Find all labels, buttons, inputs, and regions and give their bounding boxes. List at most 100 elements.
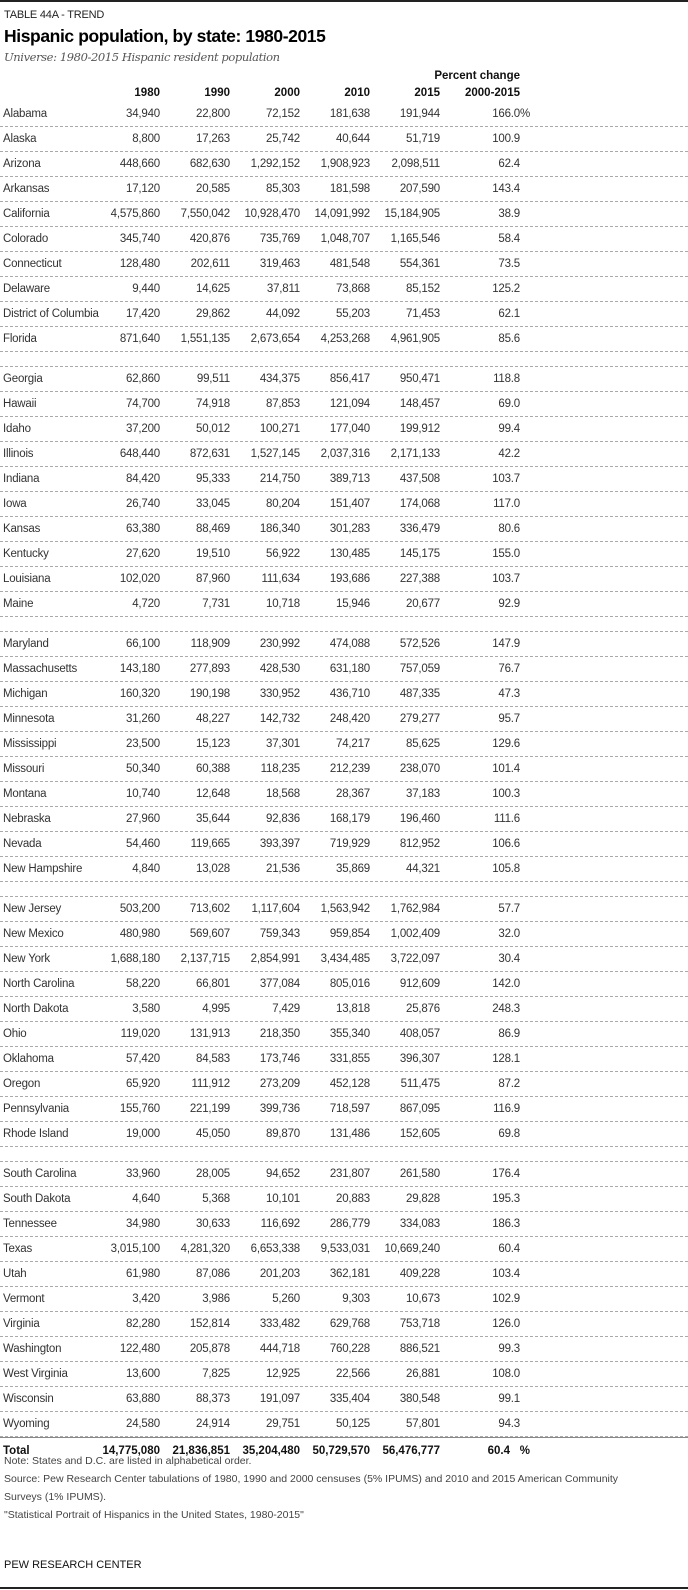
percent-change: 30.4 [498,953,520,965]
page-title: Hispanic population, by state: 1980-2015 [4,26,326,46]
value-1990: 74,918 [196,398,230,410]
value-2000: 18,568 [266,788,300,800]
state-name: Arkansas [3,183,50,195]
value-1980: 8,800 [132,133,160,145]
value-2015: 152,605 [399,1128,440,1140]
value-1980: 50,340 [126,763,160,775]
value-2010: 4,253,268 [320,333,371,345]
percent-change: 143.4 [492,183,520,195]
value-1990: 2,137,715 [180,953,231,965]
state-name: Indiana [3,473,40,485]
value-2000: 444,718 [259,1343,300,1355]
value-2000: 186,340 [259,523,300,535]
value-2010: 231,807 [329,1168,370,1180]
value-2015: 191,944 [399,108,440,120]
value-1980: 871,640 [119,333,160,345]
value-2010: 959,854 [329,928,370,940]
value-2015: 554,361 [399,258,440,270]
table-row: Utah 61,980 87,086 201,203 362,181 409,228 103… [0,1262,688,1287]
percent-unit: % [519,108,530,120]
state-name: South Carolina [3,1168,77,1180]
value-2000: 89,870 [266,1128,300,1140]
percent-change: 80.6 [498,523,520,535]
value-1990: 221,199 [189,1103,230,1115]
table-row: Oregon 65,920 111,912 273,209 452,128 511,475… [0,1072,688,1097]
value-2010: 131,486 [329,1128,370,1140]
value-2015: 812,952 [399,838,440,850]
value-2015: 174,068 [399,498,440,510]
value-2000: 1,117,604 [251,903,300,915]
state-name: Michigan [3,688,48,700]
value-2015: 196,460 [399,813,440,825]
bottom-rule [0,1587,688,1589]
value-1980: 143,180 [119,663,160,675]
value-2010: 718,597 [329,1103,370,1115]
value-1990: 48,227 [196,713,230,725]
group-spacer [0,352,688,367]
value-1980: 119,020 [120,1028,161,1040]
percent-change: 103.7 [492,573,520,585]
value-2015: 753,718 [399,1318,440,1330]
value-2000: 399,736 [259,1103,300,1115]
value-1990: 88,373 [196,1393,230,1405]
value-1990: 12,648 [196,788,230,800]
table-row: Virginia 82,280 152,814 333,482 629,768 753,7… [0,1312,688,1337]
column-header-percent-period: 2000-2015 [465,87,520,99]
percent-change: 62.4 [498,158,520,170]
percent-change: 69.8 [498,1128,520,1140]
value-2010: 355,340 [329,1028,370,1040]
value-2015: 334,083 [399,1218,440,1230]
value-2010: 452,128 [329,1078,370,1090]
percent-change: 99.3 [498,1343,520,1355]
value-1980: 345,740 [119,233,160,245]
value-1980: 448,660 [119,158,160,170]
state-name: Ohio [3,1028,27,1040]
value-1980: 31,260 [126,713,160,725]
value-1990: 50,012 [196,423,230,435]
table-label: TABLE 44A - TREND [4,9,105,21]
value-1980: 3,580 [132,1003,160,1015]
value-2010: 9,303 [342,1293,370,1305]
percent-change: 32.0 [498,928,520,940]
value-1980: 58,220 [126,978,160,990]
value-2000: 10,928,470 [244,208,300,220]
value-1990: 202,611 [190,258,231,270]
value-2010: 130,485 [329,548,370,560]
value-1980: 3,420 [132,1293,160,1305]
state-name: New York [3,953,50,965]
value-1980: 84,420 [126,473,160,485]
table-row: Maryland 66,100 118,909 230,992 474,088 572,5… [0,632,688,657]
value-2015: 1,002,409 [390,928,441,940]
value-2000: 377,084 [259,978,300,990]
value-2000: 37,301 [266,738,300,750]
percent-change: 108.0 [492,1368,520,1380]
value-2000: 80,204 [266,498,300,510]
value-1980: 160,320 [119,688,160,700]
value-2015: 950,471 [399,373,440,385]
state-name: Georgia [3,373,43,385]
state-name: New Hampshire [3,863,83,875]
value-1980: 4,720 [132,598,160,610]
value-2015: 57,801 [406,1418,440,1430]
value-2000: 118,235 [260,763,301,775]
value-2015: 1,762,984 [390,903,441,915]
group-spacer [0,1147,688,1162]
value-2010: 181,638 [329,108,370,120]
value-2015: 572,526 [399,638,440,650]
value-2015: 51,719 [406,133,440,145]
value-2015: 25,876 [406,1003,440,1015]
value-1990: 4,281,320 [180,1243,231,1255]
column-header-2000: 2000 [274,87,300,99]
value-1980: 23,500 [126,738,160,750]
state-name: Maine [3,598,34,610]
value-2015: 380,548 [399,1393,440,1405]
percent-change: 69.0 [498,398,520,410]
value-2010: 13,818 [336,1003,370,1015]
value-1990: 17,263 [196,133,230,145]
value-2010: 474,088 [329,638,370,650]
value-2015: 2,171,133 [390,448,441,460]
value-1990: 152,814 [189,1318,230,1330]
value-1980: 66,100 [126,638,160,650]
value-1990: 713,602 [189,903,230,915]
table-row: Mississippi 23,500 15,123 37,301 74,217 85,62… [0,732,688,757]
